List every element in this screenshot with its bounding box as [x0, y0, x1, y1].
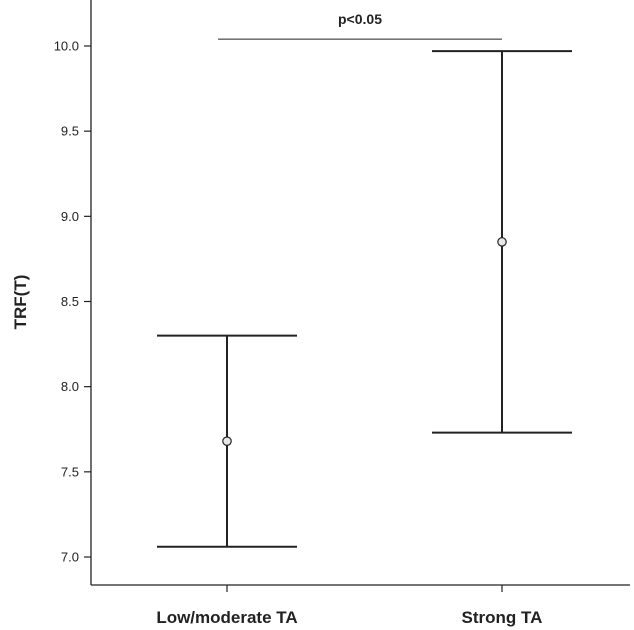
y-tick-label: 7.5 [61, 464, 79, 479]
y-tick-label: 9.0 [61, 209, 79, 224]
category-label: Strong TA [462, 608, 543, 627]
significance-label: p<0.05 [338, 11, 382, 27]
x-ticks: Low/moderate TA Strong TA [156, 585, 542, 627]
mean-marker [497, 237, 507, 247]
y-axis-label: TRF(T) [11, 275, 30, 330]
y-ticks: 7.0 7.5 8.0 8.5 9.0 9.5 10.0 [54, 39, 91, 565]
y-tick-label: 9.5 [61, 124, 79, 139]
y-tick-label: 8.0 [61, 379, 79, 394]
y-tick-label: 7.0 [61, 550, 79, 565]
y-tick-label: 8.5 [61, 294, 79, 309]
mean-marker [222, 436, 232, 446]
error-bars [157, 50, 572, 548]
significance-annotation: p<0.05 [218, 11, 502, 40]
y-tick-label: 10.0 [54, 39, 79, 54]
category-label: Low/moderate TA [156, 608, 297, 627]
